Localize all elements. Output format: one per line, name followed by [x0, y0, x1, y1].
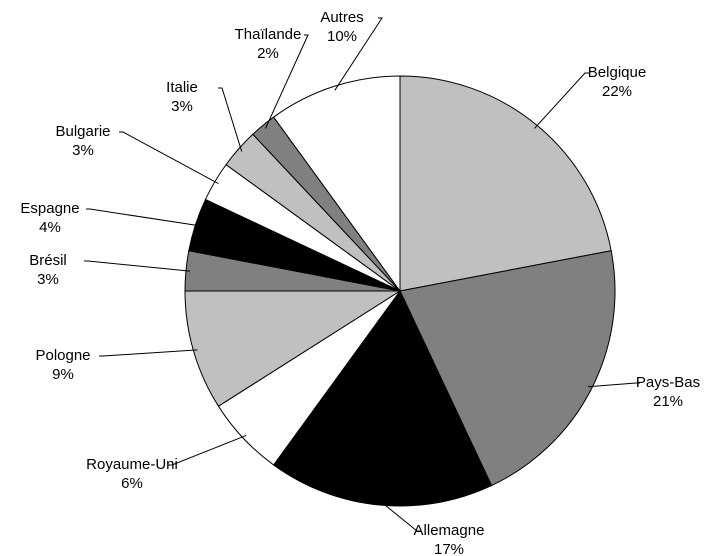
slice-value: 4%	[39, 219, 61, 236]
slice-value: 3%	[171, 98, 193, 115]
slice-label: Thaïlande	[235, 26, 302, 43]
leader-line	[84, 260, 190, 272]
slice-label: Bulgarie	[55, 123, 110, 140]
slice-label: Pologne	[35, 347, 90, 364]
slice-label: Brésil	[29, 252, 67, 269]
slice-label: Royaume-Uni	[86, 456, 178, 473]
pie-slice	[399, 250, 616, 487]
leader-line	[587, 382, 640, 388]
slice-value: 22%	[602, 83, 632, 100]
slice-label: Espagne	[20, 200, 79, 217]
slice-label: Autres	[320, 9, 363, 26]
pie-slice	[272, 290, 493, 507]
slice-label: Italie	[166, 79, 198, 96]
leader-line	[86, 208, 200, 227]
leader-line	[119, 131, 219, 185]
slice-value: 10%	[327, 28, 357, 45]
slice-label: Pays-Bas	[636, 374, 700, 391]
slice-label: Belgique	[588, 64, 646, 81]
leader-line	[534, 72, 589, 129]
slice-label: Allemagne	[414, 522, 485, 539]
leader-line	[168, 434, 247, 466]
leader-line	[334, 17, 383, 91]
pie-slice	[184, 290, 402, 407]
leader-line	[99, 349, 198, 357]
slice-value: 17%	[434, 541, 464, 556]
slice-value: 6%	[121, 475, 143, 492]
slice-value: 3%	[37, 271, 59, 288]
slice-value: 9%	[52, 366, 74, 383]
slice-value: 3%	[72, 142, 94, 159]
slice-value: 21%	[653, 393, 683, 410]
leader-line	[265, 34, 309, 129]
slice-value: 2%	[257, 45, 279, 62]
leader-line	[218, 87, 243, 152]
pie-slice	[272, 75, 401, 293]
leader-line	[379, 500, 421, 532]
